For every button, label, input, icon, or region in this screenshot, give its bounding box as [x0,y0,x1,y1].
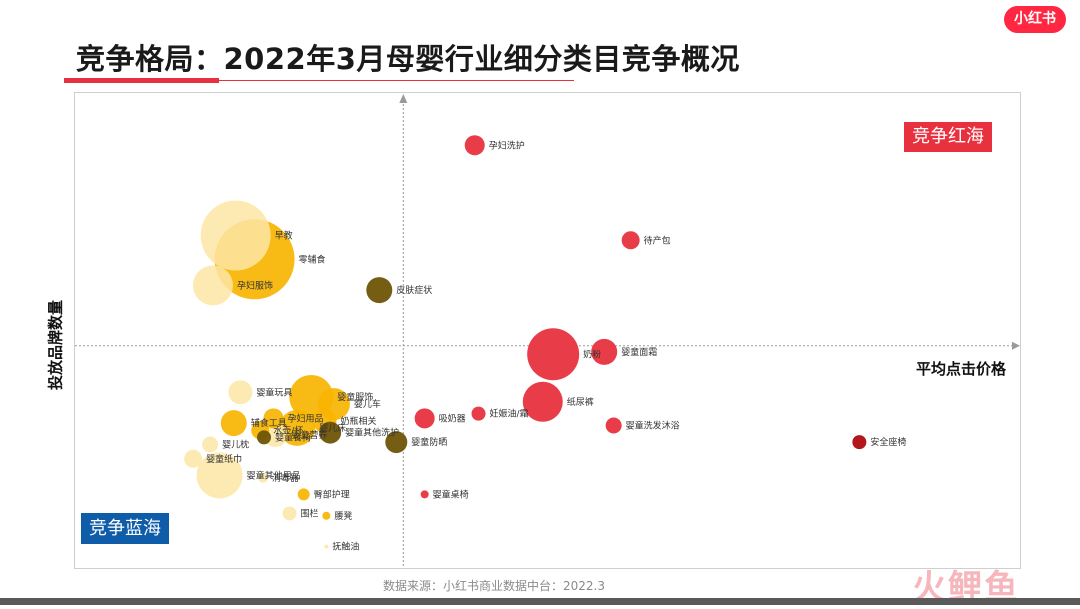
plot-frame [74,92,1021,569]
data-point [279,409,316,446]
data-label: 抚触油 [332,541,359,553]
brand-logo: 小红书 [1004,6,1066,33]
source-note: 数据来源：小红书商业数据中台：2022.3 [383,579,605,593]
data-point [366,277,393,304]
data-point [605,417,622,434]
data-label: 婴童防晒 [411,436,447,448]
data-label: 婴童洗发沐浴 [626,420,680,432]
data-label: 婴儿车 [354,398,381,410]
data-label: 婴儿枕 [222,439,249,451]
data-point [200,200,271,271]
x-axis-label: 平均点击价格 [916,360,1007,378]
data-point [527,328,580,381]
data-label: 孕妇洗护 [489,139,525,151]
y-axis-label: 投放品牌数量 [46,299,65,391]
data-point [385,431,408,454]
data-point [220,410,247,437]
data-label: 围栏 [301,507,319,519]
data-label: 水壶/杯 [273,424,303,436]
data-point [257,430,271,445]
data-point [471,406,486,421]
data-point [258,472,269,483]
data-label: 奶粉 [583,348,601,360]
data-label: 待产包 [644,234,671,246]
data-label: 婴童桌椅 [433,488,469,500]
data-label: 婴童其他用品 [247,469,301,481]
quadrant-label-red-sea: 竞争红海 [904,122,992,152]
data-point [324,544,329,549]
data-label: 婴童其他洗护 [345,427,399,439]
data-label: 辅食工具 [251,417,287,429]
data-label: 婴童餐椅 [275,431,311,443]
data-label: 孕妇服饰 [237,279,273,291]
data-point [322,511,331,520]
data-point [263,408,284,429]
data-point [282,506,297,521]
data-point [319,421,342,444]
data-label: 婴童服饰 [337,391,373,403]
data-label: 臀部护理 [314,488,350,500]
data-label: 腰凳 [334,511,352,522]
data-point [621,231,640,250]
data-label: 妊娠油/霜 [490,408,529,420]
title-underline [219,80,574,81]
data-point [420,490,429,499]
data-label: 孕妇用品 [287,412,323,424]
data-label: 婴童营养 [291,429,327,441]
data-point [192,265,233,306]
page-title: 竞争格局：2022年3月母婴行业细分类目竞争概况 [76,42,740,76]
data-label: 婴儿床 [319,422,346,434]
data-label: 婴童面霜 [621,346,657,358]
data-point [852,435,867,450]
data-label: 消毒器 [272,472,299,484]
data-label: 零辅食 [299,253,326,265]
data-point [184,449,203,468]
data-label: 奶瓶相关 [340,415,376,427]
points-layer [184,135,867,549]
data-point [522,381,563,422]
data-point [414,408,435,429]
x-axis-arrow [1012,341,1020,350]
data-point [196,452,243,499]
bottom-strip [0,598,1080,605]
data-label: 安全座椅 [870,436,906,448]
data-point [591,338,618,365]
data-point [228,380,253,405]
y-axis-arrow [399,94,408,103]
quadrant-label-blue-sea: 竞争蓝海 [81,513,169,544]
data-label: 皮肤症状 [396,284,432,296]
data-label: 婴童纸巾 [206,453,242,465]
data-label: 早教 [275,230,293,242]
title-underline-accent [64,78,219,83]
data-label: 纸尿裤 [567,396,594,408]
data-point [202,436,219,453]
data-label: 婴童玩具 [256,386,292,398]
data-point [297,488,310,501]
data-label: 吸奶器 [439,412,466,424]
data-point [464,135,485,156]
